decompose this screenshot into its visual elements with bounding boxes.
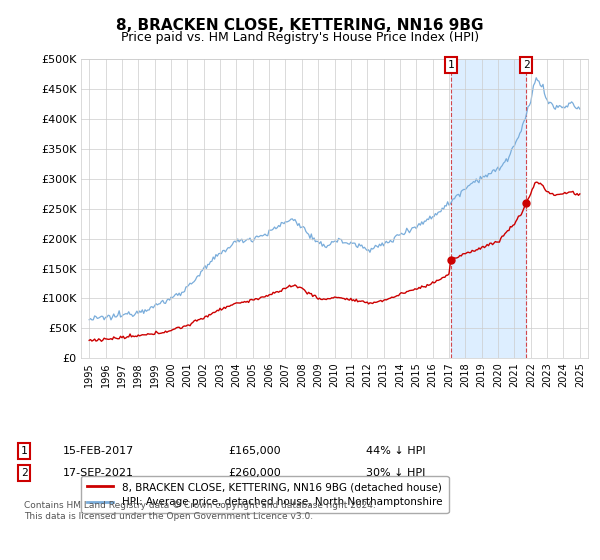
- Text: 44% ↓ HPI: 44% ↓ HPI: [366, 446, 425, 456]
- Text: 30% ↓ HPI: 30% ↓ HPI: [366, 468, 425, 478]
- Text: £260,000: £260,000: [228, 468, 281, 478]
- Text: £165,000: £165,000: [228, 446, 281, 456]
- Text: 1: 1: [20, 446, 28, 456]
- Text: 2: 2: [20, 468, 28, 478]
- Text: 17-SEP-2021: 17-SEP-2021: [63, 468, 134, 478]
- Text: Contains HM Land Registry data © Crown copyright and database right 2024.
This d: Contains HM Land Registry data © Crown c…: [24, 501, 376, 521]
- Text: 1: 1: [448, 60, 454, 70]
- Text: 15-FEB-2017: 15-FEB-2017: [63, 446, 134, 456]
- Text: 8, BRACKEN CLOSE, KETTERING, NN16 9BG: 8, BRACKEN CLOSE, KETTERING, NN16 9BG: [116, 18, 484, 33]
- Text: 2: 2: [523, 60, 529, 70]
- Bar: [451, 59, 526, 358]
- Legend: 8, BRACKEN CLOSE, KETTERING, NN16 9BG (detached house), HPI: Average price, deta: 8, BRACKEN CLOSE, KETTERING, NN16 9BG (d…: [81, 476, 449, 514]
- Text: Price paid vs. HM Land Registry's House Price Index (HPI): Price paid vs. HM Land Registry's House …: [121, 31, 479, 44]
